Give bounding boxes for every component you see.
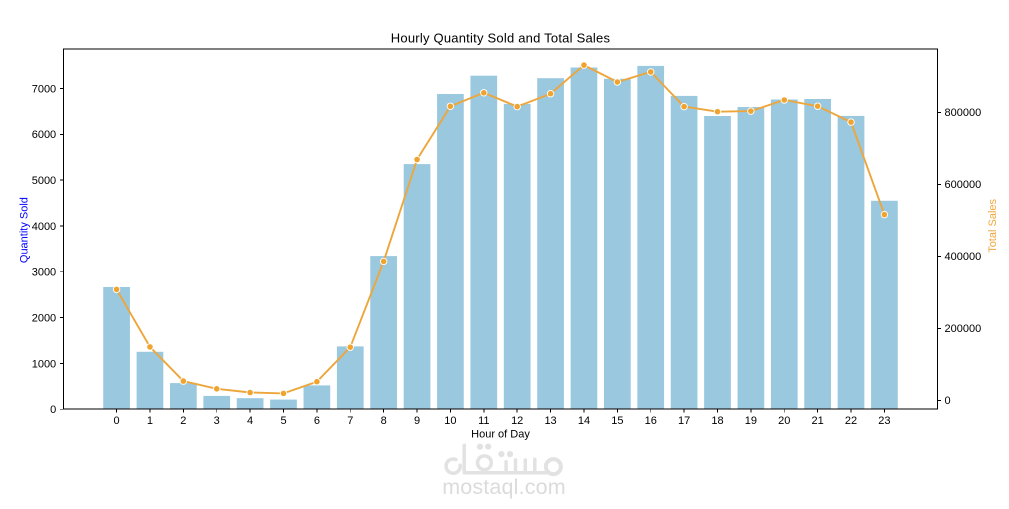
svg-text:0: 0: [945, 395, 951, 407]
svg-text:19: 19: [745, 415, 757, 427]
svg-text:mostaql.com: mostaql.com: [442, 475, 566, 499]
svg-text:8: 8: [381, 415, 387, 427]
svg-text:7: 7: [347, 415, 353, 427]
svg-text:400000: 400000: [945, 251, 982, 263]
svg-text:600000: 600000: [945, 179, 982, 191]
svg-text:3: 3: [214, 415, 220, 427]
svg-text:12: 12: [511, 415, 523, 427]
svg-text:14: 14: [578, 415, 590, 427]
svg-text:0: 0: [114, 415, 120, 427]
svg-text:23: 23: [878, 415, 890, 427]
svg-text:4: 4: [247, 415, 253, 427]
svg-text:5000: 5000: [32, 175, 56, 187]
svg-text:10: 10: [444, 415, 456, 427]
svg-text:2000: 2000: [32, 312, 56, 324]
svg-text:1000: 1000: [32, 358, 56, 370]
svg-text:20: 20: [778, 415, 790, 427]
svg-text:6: 6: [314, 415, 320, 427]
svg-text:22: 22: [845, 415, 857, 427]
svg-text:Hourly Quantity Sold and Total: Hourly Quantity Sold and Total Sales: [391, 31, 611, 46]
svg-text:800000: 800000: [945, 107, 982, 119]
svg-text:200000: 200000: [945, 323, 982, 335]
svg-text:16: 16: [645, 415, 657, 427]
svg-text:5: 5: [280, 415, 286, 427]
svg-text:0: 0: [50, 404, 56, 416]
svg-text:15: 15: [611, 415, 623, 427]
svg-text:21: 21: [812, 415, 824, 427]
svg-text:1: 1: [147, 415, 153, 427]
svg-text:13: 13: [544, 415, 556, 427]
svg-text:2: 2: [180, 415, 186, 427]
svg-text:3000: 3000: [32, 267, 56, 279]
svg-text:6000: 6000: [32, 129, 56, 141]
svg-text:11: 11: [478, 415, 489, 427]
svg-text:Hour of Day: Hour of Day: [471, 429, 530, 441]
svg-text:Total Sales: Total Sales: [987, 198, 999, 252]
svg-text:Quantity Sold: Quantity Sold: [19, 197, 31, 263]
svg-text:7000: 7000: [32, 83, 56, 95]
svg-text:4000: 4000: [32, 221, 56, 233]
svg-text:17: 17: [678, 415, 690, 427]
svg-text:18: 18: [711, 415, 723, 427]
svg-text:9: 9: [414, 415, 420, 427]
